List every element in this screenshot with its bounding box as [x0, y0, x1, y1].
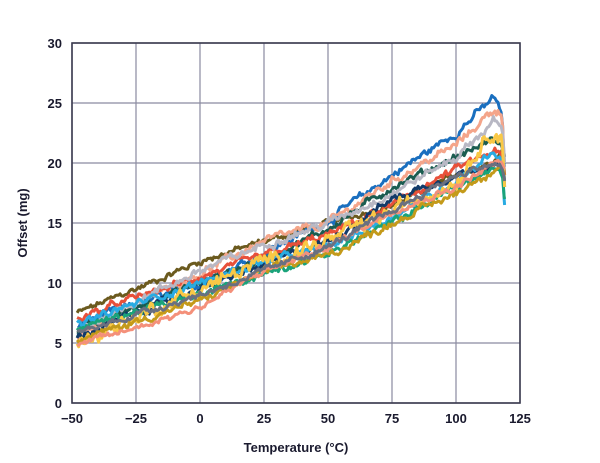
y-tick-label: 30	[48, 36, 62, 51]
x-tick-label: −25	[125, 411, 147, 426]
y-tick-label: 5	[55, 336, 62, 351]
y-tick-label: 10	[48, 276, 62, 291]
grid-lines	[71, 42, 521, 404]
series-line-device-11	[75, 162, 506, 345]
y-tick-label: 20	[48, 156, 62, 171]
x-tick-label: 0	[196, 411, 203, 426]
y-tick-label: 15	[48, 216, 62, 231]
series-line-device-13	[76, 161, 507, 334]
x-tick-label: −50	[61, 411, 83, 426]
series-line-device-12	[76, 158, 506, 347]
series-line-device-5	[76, 146, 507, 322]
y-tick-labels: 0 5 10 15 20 25 30	[48, 36, 62, 411]
x-tick-labels: −50 −25 0 25 50 75 100 125	[61, 411, 531, 426]
x-tick-label: 75	[385, 411, 399, 426]
x-tick-label: 125	[509, 411, 531, 426]
x-tick-label: 100	[445, 411, 467, 426]
y-axis-label: Offset (mg)	[15, 188, 30, 257]
x-tick-label: 25	[257, 411, 271, 426]
series-lines	[75, 94, 507, 349]
y-tick-label: 0	[55, 396, 62, 411]
y-tick-label: 25	[48, 96, 62, 111]
x-axis-label: Temperature (°C)	[244, 440, 349, 455]
plot-frame	[71, 42, 521, 404]
x-tick-label: 50	[321, 411, 335, 426]
